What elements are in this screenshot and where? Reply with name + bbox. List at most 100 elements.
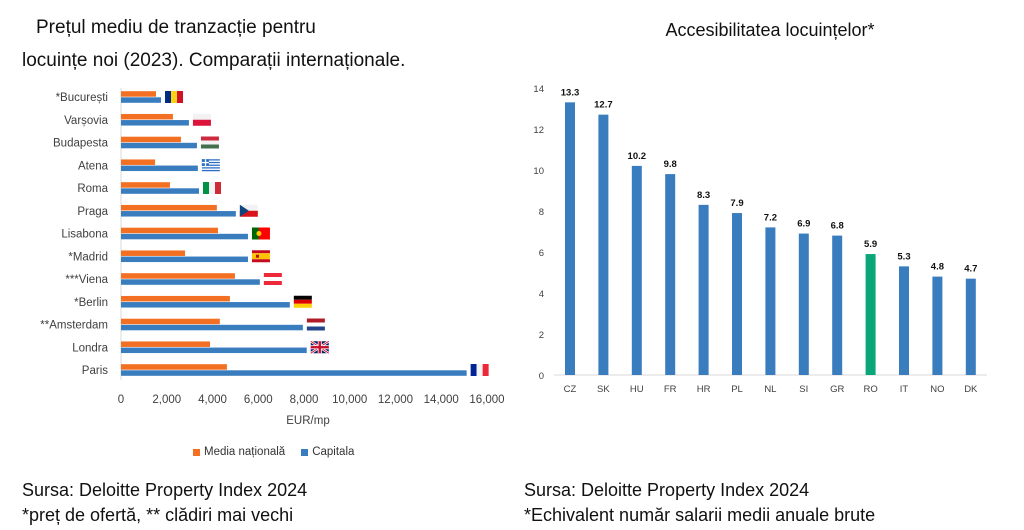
bar-national <box>121 273 235 279</box>
category-label: Lisabona <box>61 229 108 241</box>
x-tick-label: PL <box>731 384 743 395</box>
left-title-line-1: Prețul mediu de tranzacție pentru <box>36 17 316 38</box>
bar-national <box>121 364 227 370</box>
data-label: 4.8 <box>931 262 944 273</box>
y-tick-label: 4 <box>539 289 544 300</box>
legend-item-capital: Capitala <box>301 446 354 458</box>
bar-fr <box>665 174 676 375</box>
x-tick-label: CZ <box>564 384 577 395</box>
bar-cz <box>565 102 575 375</box>
bar-si <box>798 233 809 375</box>
data-label: 7.9 <box>730 198 743 209</box>
data-label: 8.3 <box>697 190 710 201</box>
right-chart-title: Accesibilitatea locuințelor* <box>665 20 875 40</box>
legend-label-capital: Capitala <box>312 446 355 458</box>
bar-capital <box>121 233 248 240</box>
flag-it-icon <box>203 182 222 194</box>
flag-pl-icon <box>192 113 211 126</box>
bar-capital <box>121 279 260 285</box>
legend-label-national: Media națională <box>204 446 286 458</box>
x-axis-title: EUR/mp <box>286 415 329 427</box>
left-footnote: *preț de ofertă, ** clădiri mai vechi <box>22 505 294 525</box>
x-tick-label: 16,000 <box>469 394 504 406</box>
category-label: **Amsterdam <box>40 320 108 332</box>
bar-capital <box>121 165 198 172</box>
bar-capital <box>121 120 189 126</box>
x-tick-label: SI <box>799 384 808 395</box>
bar-national <box>121 91 156 97</box>
x-tick-label: FR <box>664 384 677 395</box>
bar-national <box>121 159 156 165</box>
left-footer: Sursa: Deloitte Property Index 2024 *pre… <box>22 478 307 528</box>
data-label: 13.3 <box>561 87 580 98</box>
x-tick-label: RO <box>863 384 877 395</box>
right-footer: Sursa: Deloitte Property Index 2024 *Ech… <box>524 478 875 528</box>
bar-national <box>121 341 210 347</box>
data-label: 6.9 <box>797 219 810 230</box>
flag-gb-icon <box>310 340 330 355</box>
bar-sk <box>598 114 609 376</box>
bar-no <box>932 276 943 375</box>
y-tick-label: 10 <box>533 166 544 177</box>
y-tick-label: 2 <box>539 330 544 341</box>
data-label: 4.7 <box>964 264 977 275</box>
data-label: 10.2 <box>628 151 647 162</box>
bar-capital <box>121 188 200 194</box>
flag-at-icon <box>263 273 282 285</box>
category-label: *Berlin <box>74 297 108 309</box>
legend-item-national: Media națională <box>193 446 285 458</box>
left-source-note: Sursa: Deloitte Property Index 2024 <box>22 480 308 500</box>
bar-capital <box>121 97 162 103</box>
legend-swatch-national <box>193 448 200 456</box>
bar-pl <box>732 213 742 375</box>
bar-national <box>121 113 173 120</box>
x-tick-label: 0 <box>118 394 124 406</box>
category-label: Budapesta <box>53 138 109 150</box>
x-tick-label: 6,000 <box>244 394 273 406</box>
flag-cz-icon <box>239 204 258 217</box>
x-tick-label: IT <box>900 384 909 395</box>
y-tick-label: 8 <box>539 207 544 218</box>
price-bar-chart: *București Varșovia Budapesta Atena Roma Prag… <box>40 88 505 427</box>
y-tick-label: 12 <box>533 125 544 136</box>
bar-capital <box>121 370 467 376</box>
flag-fr-icon <box>470 364 489 376</box>
bar-capital <box>121 211 236 217</box>
legend-swatch-capital <box>301 448 309 456</box>
x-tick-label: SK <box>597 384 610 395</box>
data-label: 12.7 <box>594 100 613 111</box>
bar-national <box>121 182 170 188</box>
chart-legend: Media națională Capitala <box>193 446 354 458</box>
x-tick-label: 4,000 <box>198 394 227 406</box>
left-title-line-2: locuințe noi (2023). Comparații internaț… <box>22 50 406 71</box>
bar-national <box>121 204 217 211</box>
bar-capital <box>121 302 290 308</box>
x-tick-label: DK <box>964 384 978 395</box>
category-label: *Madrid <box>68 251 108 263</box>
y-tick-label: 6 <box>539 248 544 259</box>
x-tick-label: HU <box>630 384 644 395</box>
bar-nl <box>765 227 776 375</box>
x-tick-label: 14,000 <box>424 394 459 406</box>
bar-national <box>121 136 181 143</box>
bar-dk <box>965 278 976 375</box>
data-label: 5.9 <box>864 239 877 250</box>
bar-it <box>899 266 909 375</box>
y-tick-label: 14 <box>533 84 544 95</box>
bar-national <box>121 250 186 256</box>
x-tick-label: 10,000 <box>332 394 367 406</box>
bar-capital <box>121 347 307 354</box>
flag-de-icon <box>293 295 312 308</box>
data-label: 7.2 <box>764 212 777 223</box>
x-tick-label: GR <box>830 384 844 395</box>
bar-national <box>121 227 218 234</box>
data-label: 6.8 <box>831 221 844 232</box>
bar-gr <box>832 235 843 375</box>
bar-national <box>121 318 220 325</box>
x-tick-label: 8,000 <box>290 394 319 406</box>
category-label: Paris <box>82 365 108 377</box>
bar-hr <box>698 204 709 375</box>
flag-gr-icon <box>201 159 220 172</box>
x-tick-label: NL <box>764 384 776 395</box>
category-label: Atena <box>78 160 109 172</box>
